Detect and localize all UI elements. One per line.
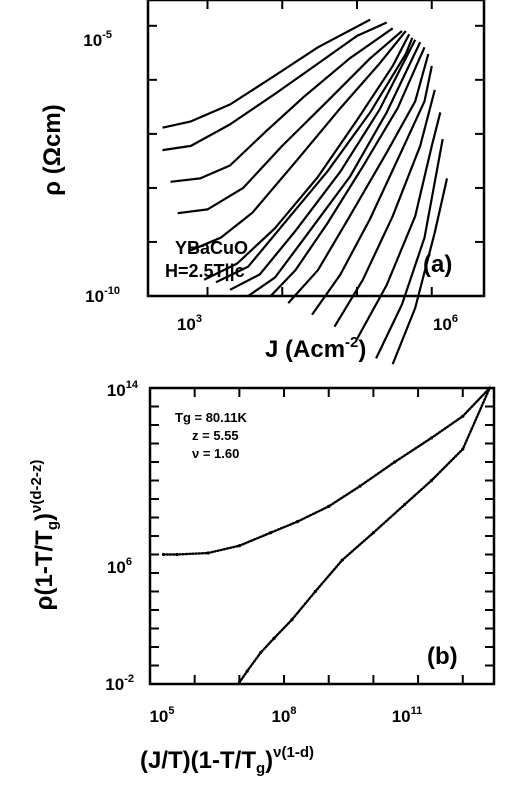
panel-a-label: (a) xyxy=(423,251,452,278)
panel-a-annotation-material: YBaCuO xyxy=(175,238,248,258)
panel-b-points xyxy=(161,386,492,685)
panel-b-x-tick-label-3: 1011 xyxy=(392,705,423,726)
panel-a-curve-3 xyxy=(170,27,394,183)
panel-b-trace-2 xyxy=(238,386,491,684)
panel-a: 103 106 10-5 10-10 J (Acm-2) ρ (Ωcm) YBa… xyxy=(39,0,486,365)
panel-a-curve-8 xyxy=(229,39,417,291)
panel-a-x-ticks xyxy=(148,0,484,297)
panel-b-y-tick-label-2: 106 xyxy=(107,556,132,577)
panel-b-label: (b) xyxy=(427,643,458,670)
panel-a-y-axis-label: ρ (Ωcm) xyxy=(39,104,66,195)
panel-b-y-tick-label-1: 1014 xyxy=(107,379,139,400)
panel-a-frame xyxy=(146,0,486,298)
panel-a-curve-1 xyxy=(162,18,371,129)
panel-b-x-tick-label-2: 108 xyxy=(271,705,296,726)
panel-a-curve-16 xyxy=(391,178,449,365)
panel-a-y-tick-label-1: 10-5 xyxy=(83,29,112,50)
panel-a-x-axis-label: J (Acm-2) xyxy=(265,334,366,363)
panel-b-param-tg: Tg = 80.11K xyxy=(175,410,248,425)
panel-a-curve-9 xyxy=(247,41,422,297)
panel-a-y-tick-label-2: 10-10 xyxy=(85,285,120,306)
panel-a-annotation-field: H=2.5T||c xyxy=(165,261,245,281)
panel-b-trace-1 xyxy=(162,386,491,556)
panel-b-x-axis-label: (J/T)(1-T/Tg)ν(1-d) xyxy=(140,744,314,777)
panel-a-curve-10 xyxy=(269,46,426,297)
panel-a-curve-2 xyxy=(162,21,388,152)
panel-a-curve-15 xyxy=(375,138,444,359)
panel-b-x-tick-label-1: 105 xyxy=(149,705,174,726)
panel-a-curve-13 xyxy=(333,89,436,328)
panel-a-curve-12 xyxy=(311,65,433,316)
panel-a-curve-5 xyxy=(190,30,407,252)
panel-b-param-z: z = 5.55 xyxy=(192,428,239,443)
panel-b-y-tick-label-3: 10-2 xyxy=(105,673,134,694)
panel-b-y-axis-label: ρ(1-T/Tg)ν(d-2-z) xyxy=(28,460,61,611)
panel-a-curve-14 xyxy=(356,112,442,340)
panel-a-x-tick-label-2: 106 xyxy=(433,313,458,334)
panel-a-curve-7 xyxy=(215,37,414,284)
panel-a-x-tick-label-1: 103 xyxy=(177,313,202,334)
panel-b: 105 108 1011 1014 106 10-2 (J/T)(1-T/Tg)… xyxy=(28,379,496,777)
panel-a-curve-4 xyxy=(177,30,403,215)
panel-a-curve-11 xyxy=(287,53,430,304)
panel-b-x-ticks xyxy=(149,387,494,685)
panel-b-param-nu: ν = 1.60 xyxy=(192,446,239,461)
panel-a-curve-6 xyxy=(203,33,411,281)
panel-a-curves xyxy=(162,18,449,365)
